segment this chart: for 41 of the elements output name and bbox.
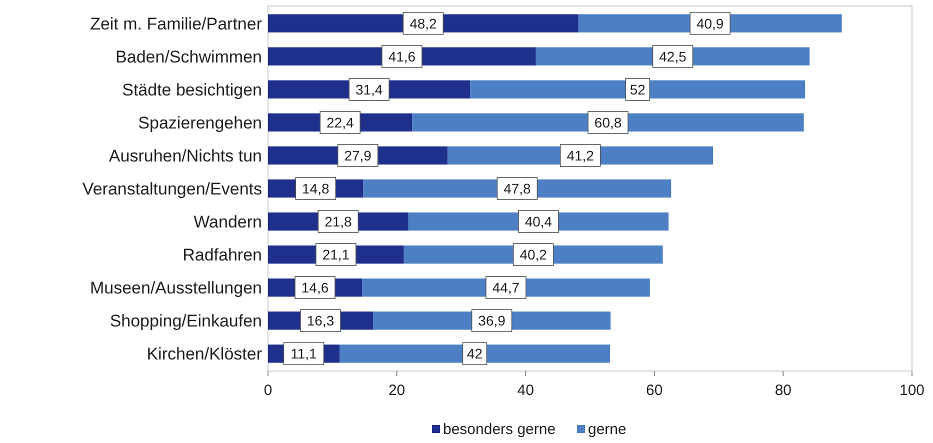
- data-label: 47,8: [504, 180, 532, 196]
- y-tick-label: Shopping/Einkaufen: [110, 312, 262, 331]
- y-tick-label: Museen/Ausstellungen: [90, 278, 262, 298]
- y-tick-label: Zeit m. Familie/Partner: [90, 14, 262, 34]
- y-tick-label: Radfahren: [182, 246, 262, 265]
- data-label: 36,9: [478, 312, 506, 329]
- y-tick-label: Veranstaltungen/Events: [82, 180, 262, 198]
- data-label: 11,1: [290, 346, 318, 362]
- y-tick-label: Wandern: [194, 212, 262, 232]
- data-label: 21,8: [324, 214, 352, 230]
- x-tick-label: 80: [774, 382, 792, 399]
- y-tick-label: Ausruhen/Nichts tun: [108, 146, 262, 166]
- data-label: 48,2: [410, 15, 438, 32]
- data-label: 44,7: [492, 280, 520, 296]
- x-tick-label: 40: [517, 382, 534, 399]
- data-label: 40,9: [696, 15, 724, 32]
- data-label: 31,4: [355, 81, 383, 98]
- x-tick-label: 0: [264, 382, 272, 399]
- y-tick-label: Spazierengehen: [138, 113, 262, 132]
- x-tick-label: 20: [388, 382, 406, 399]
- x-tick-label: 100: [899, 382, 925, 399]
- y-tick-label: Kirchen/Klöster: [146, 344, 262, 364]
- data-label: 27,9: [344, 147, 372, 164]
- data-label: 16,3: [306, 312, 334, 329]
- y-tick-label: Baden/Schwimmen: [116, 47, 262, 66]
- data-label: 21,1: [322, 246, 350, 263]
- data-label: 14,8: [302, 180, 330, 196]
- x-tick-label: 60: [646, 382, 663, 399]
- legend-label: gerne: [588, 421, 626, 438]
- data-label: 41,2: [566, 147, 594, 164]
- data-label: 42,5: [659, 48, 687, 64]
- data-label: 41,6: [388, 48, 416, 64]
- data-label: 42: [466, 346, 483, 362]
- y-tick-label: Städte besichtigen: [122, 80, 262, 100]
- data-label: 14,6: [301, 280, 329, 296]
- data-label: 60,8: [594, 114, 622, 130]
- data-label: 40,2: [520, 246, 548, 263]
- data-label: 52: [630, 81, 646, 98]
- legend-label: besonders gerne: [443, 421, 556, 438]
- data-label: 40,4: [524, 214, 552, 230]
- data-label: 22,4: [326, 114, 354, 130]
